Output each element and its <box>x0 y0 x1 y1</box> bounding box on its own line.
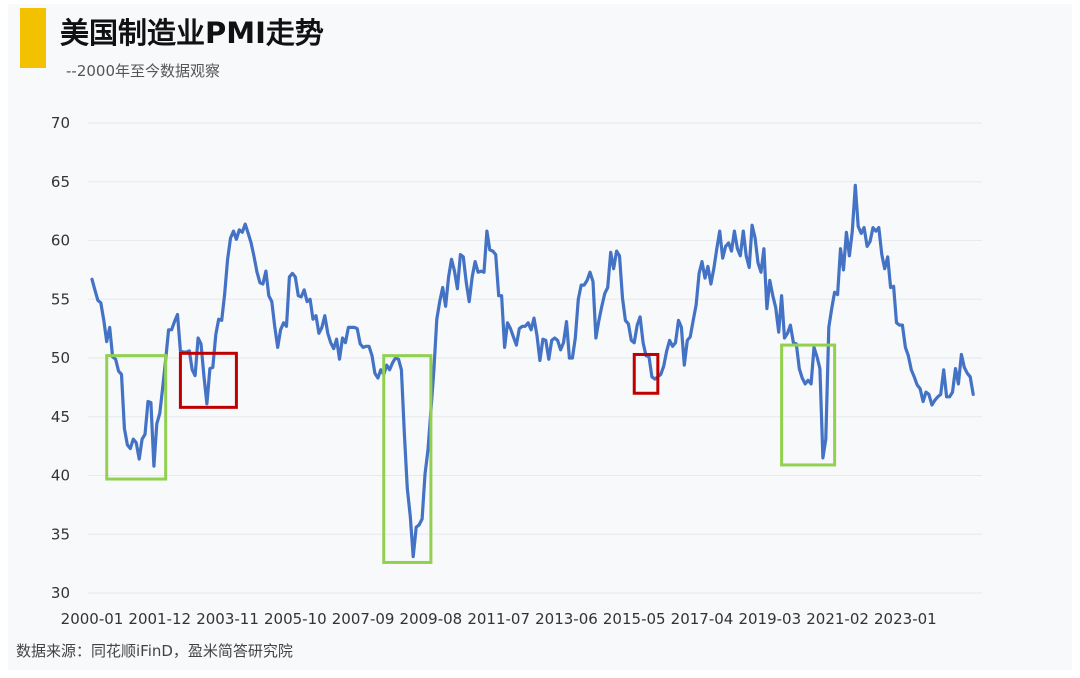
x-tick-label: 2013-06 <box>535 610 598 628</box>
y-tick-label: 30 <box>51 584 70 602</box>
x-tick-label: 2023-01 <box>874 610 937 628</box>
chart-title: 美国制造业PMI走势 <box>60 16 324 50</box>
x-axis-ticks: 2000-01 2001-12 2003-11 2005-10 2007-09 2009-… <box>61 610 937 628</box>
series-layer <box>90 183 975 559</box>
annotation-boxes <box>105 343 837 564</box>
data-source-note: 数据来源：同花顺iFinD，盈米简答研究院 <box>16 642 293 660</box>
y-tick-label: 70 <box>51 114 70 132</box>
contraction-highlight-box <box>105 354 168 481</box>
y-tick-label: 35 <box>51 525 70 543</box>
x-tick-label: 2011-07 <box>467 610 530 628</box>
contraction-highlight-box <box>382 354 433 564</box>
x-tick-label: 2009-08 <box>400 610 463 628</box>
y-tick-label: 40 <box>51 467 70 485</box>
contraction-highlight-box <box>780 343 837 467</box>
x-tick-label: 2017-04 <box>671 610 734 628</box>
title-accent-bar <box>20 8 46 68</box>
x-tick-label: 2005-10 <box>264 610 327 628</box>
dip-highlight-box <box>632 352 660 395</box>
gridlines <box>88 122 982 594</box>
y-tick-label: 45 <box>51 408 70 426</box>
y-tick-label: 50 <box>51 349 70 367</box>
y-tick-label: 55 <box>51 290 70 308</box>
y-tick-label: 60 <box>51 232 70 250</box>
dip-highlight-box <box>178 351 238 409</box>
y-axis-ticks: 30 35 40 45 50 55 60 65 70 <box>51 114 70 602</box>
x-tick-label: 2019-03 <box>738 610 801 628</box>
y-tick-label: 65 <box>51 173 70 191</box>
x-tick-label: 2000-01 <box>61 610 124 628</box>
x-tick-label: 2015-05 <box>603 610 666 628</box>
pmi-series-line <box>90 183 975 559</box>
chart-panel <box>8 4 1072 670</box>
chart-subtitle: --2000年至今数据观察 <box>66 62 220 80</box>
x-tick-label: 2007-09 <box>332 610 395 628</box>
x-tick-label: 2021-02 <box>806 610 869 628</box>
x-tick-label: 2001-12 <box>128 610 191 628</box>
x-tick-label: 2003-11 <box>196 610 259 628</box>
